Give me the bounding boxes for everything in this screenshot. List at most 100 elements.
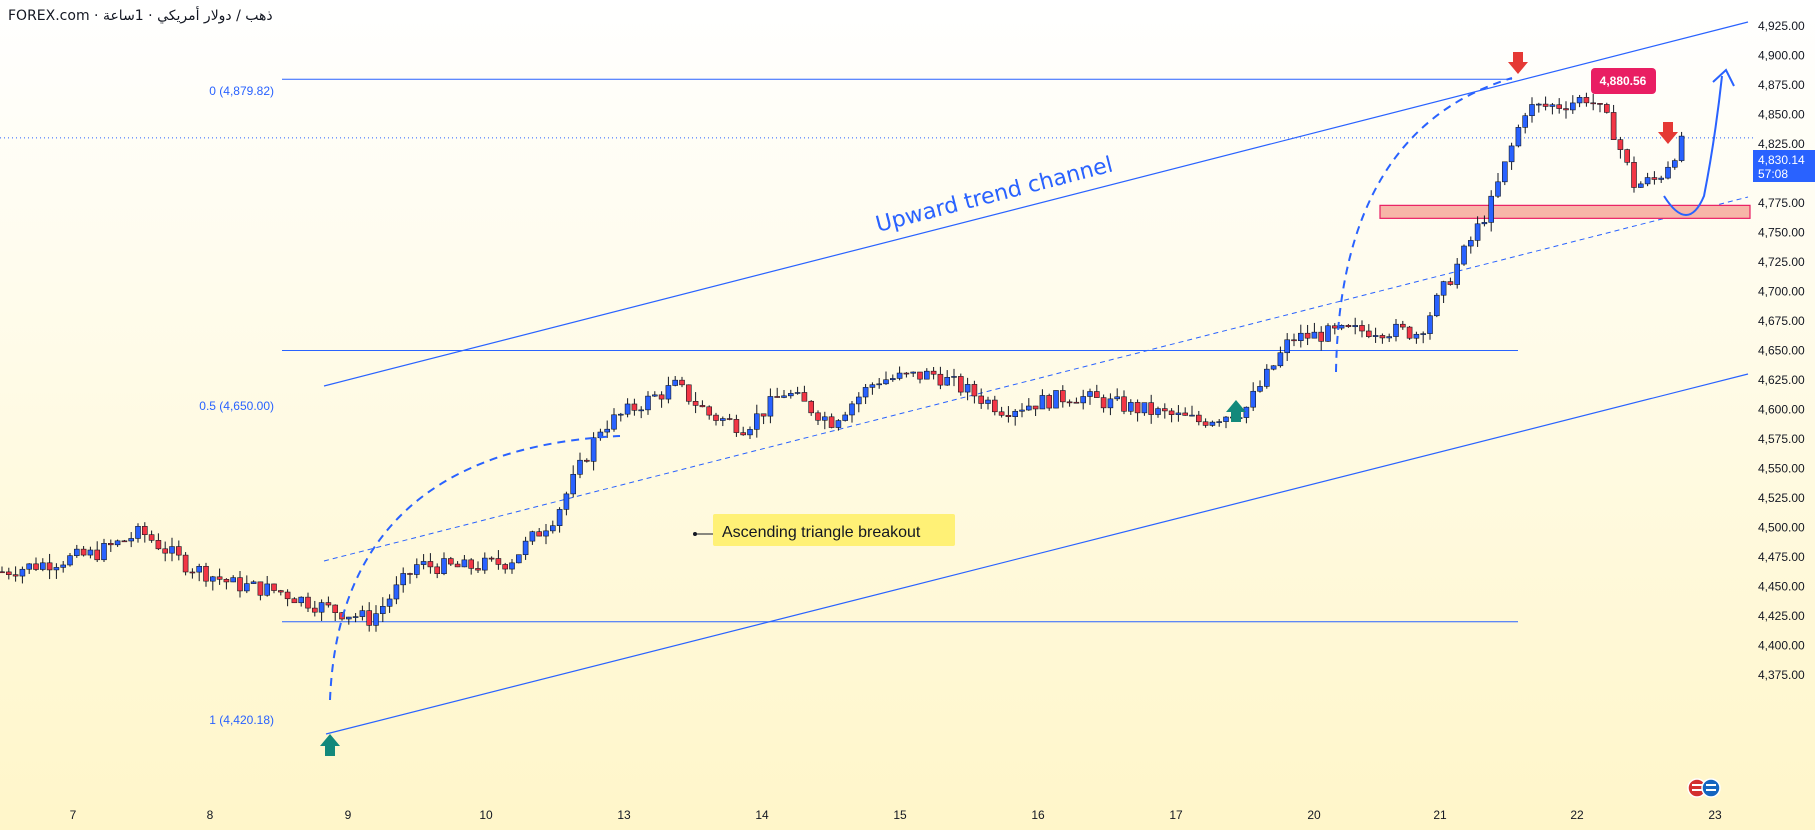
candle [291,597,298,604]
candle-body [1631,162,1637,188]
candle-body [1243,406,1250,418]
candle [413,558,420,579]
fib-label-0-5: 0.5 (4,650.00) [199,399,274,413]
candle [978,388,985,409]
candle [964,377,971,401]
candle-body [692,400,699,406]
candle-body [142,526,148,535]
candle-body [835,420,842,428]
candle-body [121,540,128,543]
candle [1672,158,1678,170]
candle [1100,394,1107,413]
candle-body [556,509,563,526]
candle-body [1366,330,1372,337]
current-price-countdown: 57:08 [1758,167,1788,181]
candle [1162,403,1168,419]
candle [1012,408,1019,426]
candle [699,400,706,408]
candle [257,581,264,601]
candle [1270,365,1277,371]
candle-body [706,406,713,416]
candle-body [753,413,760,430]
candle [379,597,386,623]
candle [155,533,162,551]
candle [529,530,536,545]
candle-body [400,573,407,586]
candle [617,412,624,422]
candle [128,532,134,548]
candle [522,536,529,560]
candle [1576,94,1583,108]
candle-body [658,394,665,400]
candle [1631,156,1637,193]
candle [1073,397,1080,404]
candle [672,376,679,387]
candle [835,419,842,431]
y-tick-label: 4,925.00 [1758,19,1805,33]
candle-body [94,549,100,561]
candle-body [352,616,359,618]
candle [67,553,73,567]
current-price-text: 4,830.14 [1758,153,1805,167]
y-tick-label: 4,450.00 [1758,580,1805,594]
candle-body [1270,365,1277,370]
candle-body [1617,139,1624,150]
candle-body [12,574,19,577]
candle-body [1638,183,1644,188]
candle [563,491,570,516]
candle [1250,382,1256,411]
candle [148,530,155,543]
candle-body [719,418,726,421]
candle-body [1536,103,1542,106]
candle-body [672,379,679,386]
candle [1420,331,1426,344]
candle-body [291,598,298,604]
candle [1665,161,1671,180]
candle-body [713,414,719,421]
candle [1060,385,1066,408]
candle-body [495,558,502,565]
candle [869,382,876,395]
candle [645,391,651,415]
candle [849,400,855,423]
candle [991,395,998,416]
candle-body [407,573,413,575]
candle-body [699,405,706,408]
high-badge [1591,68,1656,94]
candle [828,413,835,429]
candle [1345,324,1352,328]
breakout-annotation-dot [693,532,697,536]
candle [1182,407,1188,416]
candle [719,416,726,427]
candle-body [0,571,5,574]
candle [1032,405,1039,417]
candle-body [957,376,964,393]
candle [1107,393,1114,416]
candle [760,413,767,425]
candle [1168,408,1175,423]
candle [903,372,910,378]
candle [631,398,638,416]
candle [944,370,951,386]
candle [1549,103,1556,115]
candle-body [1121,396,1127,412]
candle-body [332,604,339,613]
candle [400,567,407,593]
candle-body [1386,336,1392,339]
candle-body [1515,127,1522,147]
candle [366,602,373,632]
candle [1128,399,1134,415]
y-tick-label: 4,675.00 [1758,314,1805,328]
candle-body [1182,412,1188,416]
candle-body [1542,103,1549,107]
candle [740,426,747,436]
candle-body [685,384,692,402]
candle-body [1665,166,1671,179]
candle [1080,389,1086,410]
candle-body [529,531,536,542]
candle [1318,326,1324,351]
candle-body [1264,368,1270,387]
candle [1563,101,1569,119]
projection-arc-right [1335,77,1513,373]
